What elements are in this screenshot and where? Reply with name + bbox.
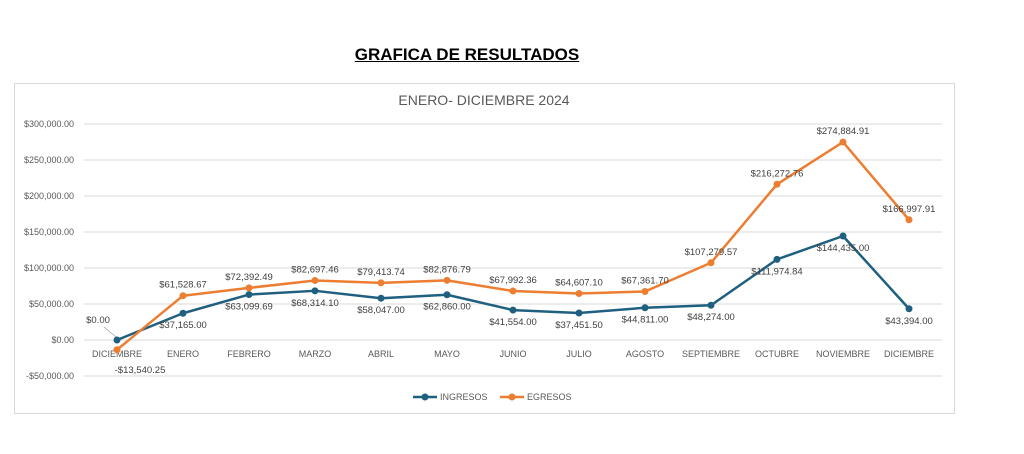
data-label: $41,554.00 [489,317,537,328]
data-label: $216,272.76 [751,168,804,179]
data-point [245,291,253,299]
y-tick-label: $100,000.00 [24,263,74,273]
y-tick-label: -$50,000.00 [26,371,74,381]
x-tick-label: MAYO [434,349,460,359]
x-tick-label: JUNIO [500,349,527,359]
data-point [377,294,385,302]
data-label: $68,314.10 [291,298,339,309]
data-label: $58,047.00 [357,305,405,316]
x-tick-label: AGOSTO [626,349,664,359]
chart-frame [14,83,955,414]
legend-marker [421,393,429,401]
data-point [707,301,715,309]
data-label: $44,811.00 [622,315,669,326]
data-label: -$13,540.25 [115,365,166,376]
data-label: $107,279.57 [685,247,738,258]
y-tick-label: $250,000.00 [24,155,74,165]
data-label: $0.00 [86,315,110,326]
data-point [575,309,583,317]
data-point [113,336,121,344]
data-point [443,291,451,299]
x-tick-label: ABRIL [368,349,394,359]
y-tick-label: $200,000.00 [24,191,74,201]
chart-title: ENERO- DICIEMBRE 2024 [398,92,569,108]
y-tick-label: $50,000.00 [29,299,74,309]
data-label: $64,607.10 [555,277,603,288]
legend-label: EGRESOS [527,392,572,402]
page-title: GRAFICA DE RESULTADOS [354,45,580,64]
data-label: $144,435.00 [817,243,870,254]
data-point [839,138,847,146]
data-point [509,306,517,314]
data-point [311,276,319,284]
data-label: $82,697.46 [291,264,339,275]
x-tick-label: DICIEMBRE [884,349,934,359]
data-label: $166,997.91 [883,204,936,215]
data-label: $67,992.36 [489,275,537,286]
data-label: $111,974.84 [751,266,802,277]
data-point [641,287,649,295]
x-tick-label: OCTUBRE [755,349,799,359]
data-point [839,232,847,240]
data-label: $67,361.70 [621,275,669,286]
y-tick-label: $0.00 [51,335,74,345]
data-point [773,180,781,188]
data-point [311,287,319,295]
data-point [905,305,913,313]
data-point [509,287,517,295]
y-tick-label: $150,000.00 [24,227,74,237]
data-point [113,346,121,354]
x-tick-label: NOVIEMBRE [816,349,870,359]
data-label: $43,394.00 [885,316,933,327]
x-tick-label: FEBRERO [227,349,271,359]
data-point [179,292,187,300]
data-label: $48,274.00 [687,312,735,323]
x-tick-label: DICIEMBRE [92,349,142,359]
data-label: $62,860.00 [423,302,471,313]
x-tick-label: SEPTIEMBRE [682,349,740,359]
data-label: $72,392.49 [225,272,273,283]
data-point [443,276,451,284]
data-point [245,284,253,292]
data-label: $61,528.67 [159,280,207,291]
data-point [575,289,583,297]
data-point [707,259,715,267]
data-label: $82,876.79 [423,264,471,275]
data-point [377,279,385,287]
data-label: $79,413.74 [357,267,405,278]
x-tick-label: MARZO [299,349,332,359]
y-tick-label: $300,000.00 [24,119,74,129]
legend-marker [508,393,516,401]
legend-label: INGRESOS [440,392,488,402]
data-label: $37,165.00 [159,320,207,331]
x-tick-label: JULIO [566,349,592,359]
data-point [773,255,781,263]
data-label: $274,884.91 [817,126,870,137]
data-label: $37,451.50 [555,320,603,331]
data-point [641,304,649,312]
data-label: $63,099.69 [225,302,273,313]
data-point [179,309,187,317]
label-leader-line [103,326,117,338]
x-tick-label: ENERO [167,349,199,359]
data-point [905,216,913,224]
